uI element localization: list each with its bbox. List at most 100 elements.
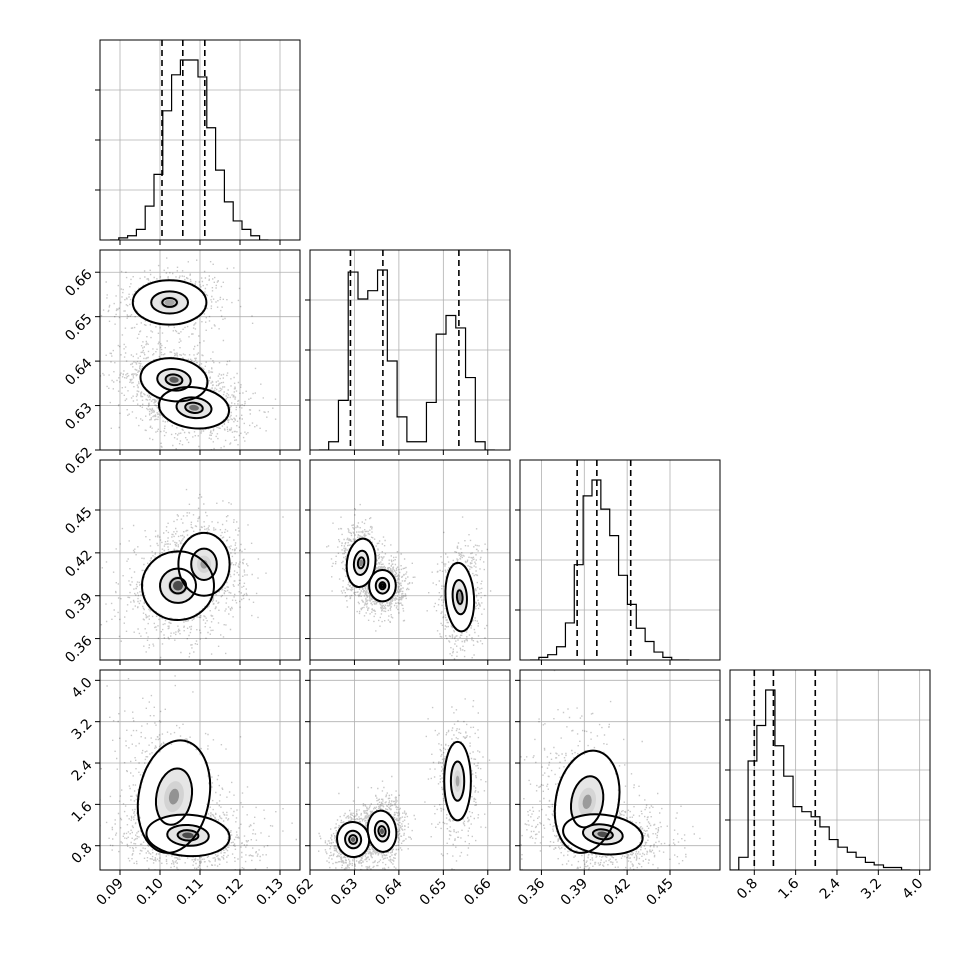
histogram-panel-2 xyxy=(515,459,721,665)
scatter-panel-3-1 xyxy=(305,669,511,875)
y-tick-label: 0.36 xyxy=(62,633,95,666)
contour-line xyxy=(569,775,605,829)
density-fill xyxy=(582,794,592,809)
y-tick-label: 0.8 xyxy=(69,840,96,867)
y-tick-label: 4.0 xyxy=(69,675,96,702)
contour-line xyxy=(184,401,204,414)
density-fill xyxy=(155,768,193,825)
panel-frame xyxy=(309,459,511,661)
x-tick-label: 0.09 xyxy=(93,876,126,909)
panel-frame xyxy=(309,669,511,871)
contour-line xyxy=(553,749,621,854)
contour-line xyxy=(176,829,200,842)
density-fill xyxy=(169,376,179,383)
x-tick-label: 0.66 xyxy=(461,875,494,908)
density-fill xyxy=(151,291,189,314)
density-fill xyxy=(379,828,385,835)
histogram-step xyxy=(730,689,911,870)
contour-line xyxy=(177,531,231,597)
contour-line xyxy=(581,823,624,846)
contour-line xyxy=(378,581,387,591)
x-tick-label: 0.63 xyxy=(328,876,361,909)
x-tick-label: 0.62 xyxy=(283,876,316,909)
density-fill xyxy=(453,770,462,792)
x-tick-label: 0.45 xyxy=(643,876,676,909)
density-fill xyxy=(164,299,175,306)
y-tick-label: 2.4 xyxy=(69,757,96,784)
x-tick-label: 0.42 xyxy=(601,876,634,909)
contour-line xyxy=(344,829,363,850)
panel-frame xyxy=(519,669,721,871)
x-tick-label: 0.11 xyxy=(173,876,206,909)
histogram-panel-1 xyxy=(305,249,511,455)
contour-line xyxy=(356,556,366,570)
x-tick-label: 0.64 xyxy=(372,875,405,908)
scatter-panel-3-0 xyxy=(95,669,301,875)
contour-line xyxy=(150,290,190,315)
scatter-panel-2-0 xyxy=(95,459,301,665)
y-tick-label: 0.45 xyxy=(62,504,95,537)
contour-line xyxy=(352,549,370,576)
y-tick-label: 0.63 xyxy=(62,400,95,433)
density-fill xyxy=(200,559,208,569)
panel-frame xyxy=(309,249,511,451)
contour-line xyxy=(141,550,215,622)
x-tick-label: 0.13 xyxy=(253,876,286,909)
histogram-panel-3 xyxy=(725,669,931,875)
density-fill xyxy=(597,831,609,838)
contour-line xyxy=(455,589,464,605)
density-fill xyxy=(450,761,465,801)
contour-line xyxy=(159,567,197,604)
contour-line xyxy=(443,740,472,822)
scatter-points xyxy=(318,698,491,870)
histogram-step xyxy=(530,479,690,660)
panel-frame xyxy=(729,669,931,871)
y-tick-label: 3.2 xyxy=(69,716,96,743)
density-fill xyxy=(359,559,364,567)
panel-frame xyxy=(519,459,721,661)
contour-line xyxy=(190,547,218,581)
density-fill xyxy=(164,781,184,813)
x-tick-label: 0.65 xyxy=(417,876,450,909)
x-tick-label: 2.4 xyxy=(817,875,844,902)
contour-line xyxy=(145,813,231,858)
density-fill xyxy=(578,787,597,816)
contour-line xyxy=(380,583,385,589)
histogram-panel-0 xyxy=(95,39,301,245)
contour-line xyxy=(161,297,178,308)
histogram-step xyxy=(110,59,269,240)
x-tick-label: 0.12 xyxy=(213,876,246,909)
density-fill xyxy=(182,832,194,839)
contour-line xyxy=(139,357,209,403)
density-fill xyxy=(168,788,180,805)
density-fill xyxy=(189,404,199,411)
contour-line xyxy=(157,386,231,430)
contour-line xyxy=(345,537,377,589)
contour-line xyxy=(562,813,644,856)
histogram-step xyxy=(318,269,495,450)
contour-line xyxy=(373,819,391,843)
contour-line xyxy=(154,767,194,826)
x-tick-label: 0.36 xyxy=(515,875,548,908)
density-fill xyxy=(350,837,356,842)
scatter-panel-3-2 xyxy=(515,669,721,875)
x-tick-label: 0.39 xyxy=(558,876,591,909)
contour-line xyxy=(374,576,391,595)
y-tick-label: 0.42 xyxy=(62,547,95,580)
contour-line xyxy=(136,739,212,854)
density-fill xyxy=(455,775,460,787)
y-tick-label: 0.64 xyxy=(62,355,95,388)
contour-line xyxy=(348,834,359,845)
contour-line xyxy=(449,760,466,802)
density-fill xyxy=(452,580,467,615)
x-tick-label: 0.8 xyxy=(734,876,761,903)
density-fill xyxy=(172,580,184,591)
y-tick-label: 0.65 xyxy=(62,311,95,344)
y-tick-label: 0.66 xyxy=(62,266,95,299)
scatter-panel-2-1 xyxy=(305,459,511,665)
contour-line xyxy=(366,809,398,853)
x-tick-label: 0.10 xyxy=(133,876,166,909)
y-tick-label: 1.6 xyxy=(69,799,96,826)
x-tick-label: 3.2 xyxy=(858,876,885,903)
